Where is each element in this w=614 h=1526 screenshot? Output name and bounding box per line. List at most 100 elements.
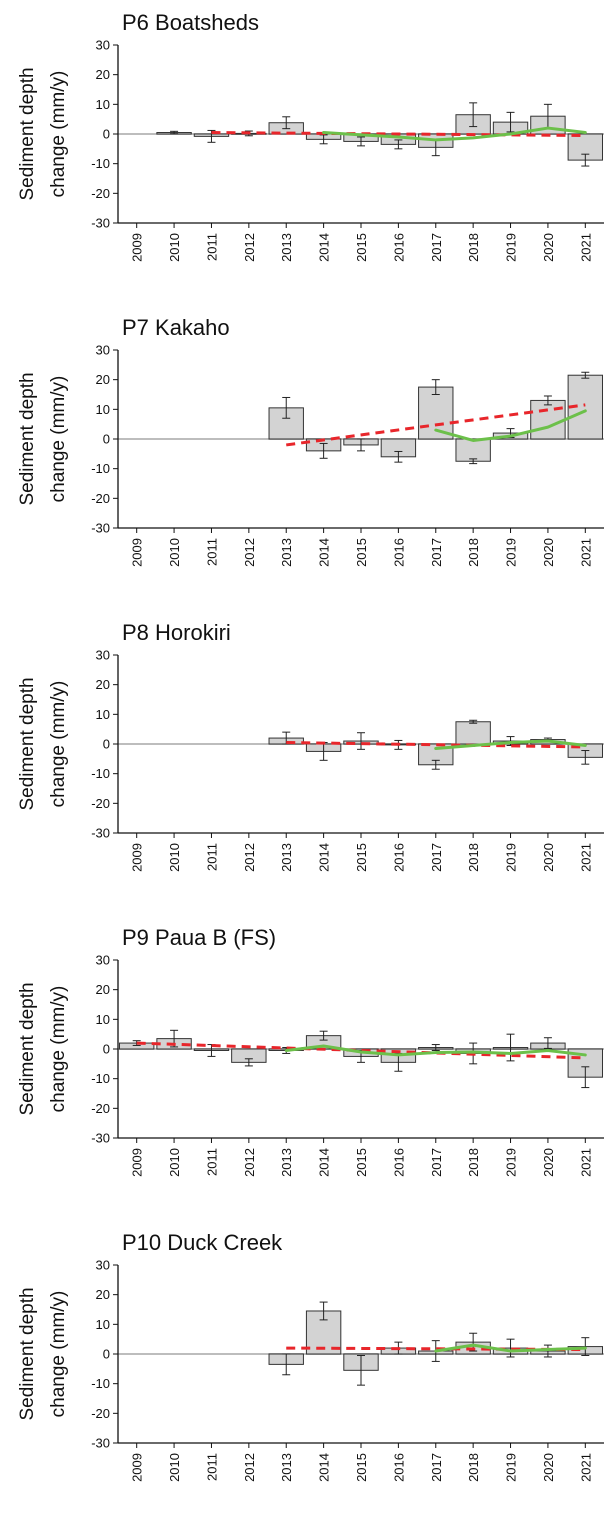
- bar-2018: [455, 438, 491, 462]
- y-tick-label: -30: [91, 1131, 110, 1146]
- x-tick-label: 2010: [167, 843, 182, 872]
- x-tick-label: 2018: [466, 843, 481, 872]
- x-tick-label: 2014: [317, 233, 332, 262]
- error-bar-2020: [543, 395, 552, 406]
- x-tick-label: 2020: [541, 1453, 556, 1482]
- error-bar-2017: [431, 1044, 440, 1051]
- y-tick-label: -10: [91, 766, 110, 781]
- x-tick-label: 2017: [429, 1453, 444, 1482]
- y-tick-label: 20: [96, 982, 110, 997]
- y-tick-label: -10: [91, 156, 110, 171]
- chart-title: P9 Paua B (FS): [122, 925, 276, 950]
- error-bar-2015: [357, 438, 365, 452]
- x-tick-label: 2015: [354, 1148, 369, 1177]
- y-tick-label: 30: [96, 38, 110, 53]
- x-tick-label: 2010: [167, 1453, 182, 1482]
- x-tick-label: 2009: [130, 538, 145, 567]
- error-bar-2009: [132, 1040, 141, 1046]
- x-tick-label: 2021: [578, 233, 593, 262]
- y-tick-label: -20: [91, 1406, 110, 1421]
- error-bar-2018: [469, 458, 478, 465]
- trend-line-dashed: [286, 403, 586, 447]
- x-tick-label: 2012: [242, 538, 257, 567]
- x-tick-label: 2013: [279, 233, 294, 262]
- y-tick-label: 0: [103, 737, 110, 752]
- error-bar-2014: [319, 442, 328, 459]
- y-tick-label: 30: [96, 1258, 110, 1273]
- y-axis-label: Sediment depth: [17, 677, 38, 810]
- error-bar-2016: [394, 139, 403, 150]
- error-bar-2018: [469, 102, 478, 128]
- x-tick-label: 2009: [130, 1148, 145, 1177]
- x-tick-label: 2009: [130, 233, 145, 262]
- x-tick-label: 2011: [204, 538, 219, 566]
- x-tick-label: 2016: [391, 1453, 406, 1482]
- x-tick-label: 2020: [541, 538, 556, 567]
- error-bar-2021: [581, 1066, 590, 1089]
- error-bar-2013: [282, 396, 291, 419]
- x-tick-label: 2011: [204, 233, 219, 261]
- y-axis-label: change (mm/y): [48, 1291, 69, 1418]
- trend-line-smooth: [434, 1343, 587, 1353]
- chart-panel: P10 Duck Creek Sediment depth change (mm/y…: [17, 1230, 604, 1482]
- y-tick-label: 0: [103, 432, 110, 447]
- y-tick-label: 10: [96, 1012, 110, 1027]
- y-tick-label: 0: [103, 1347, 110, 1362]
- x-tick-label: 2011: [204, 843, 219, 871]
- x-tick-label: 2013: [279, 1148, 294, 1177]
- error-bar-2017: [431, 759, 440, 770]
- y-tick-label: 20: [96, 67, 110, 82]
- x-tick-label: 2021: [578, 1148, 593, 1177]
- chart-title: P10 Duck Creek: [122, 1230, 283, 1255]
- x-tick-label: 2018: [466, 538, 481, 567]
- error-bar-2013: [282, 1353, 291, 1376]
- x-tick-label: 2019: [504, 1148, 519, 1177]
- y-tick-label: -30: [91, 216, 110, 231]
- error-bar-2018: [469, 719, 478, 724]
- x-tick-label: 2009: [130, 843, 145, 872]
- bar-2018: [455, 721, 491, 745]
- error-bar-2017: [431, 379, 440, 395]
- error-bar-2015: [357, 136, 365, 147]
- y-tick-label: -20: [91, 491, 110, 506]
- x-tick-label: 2016: [391, 233, 406, 262]
- x-tick-label: 2018: [466, 1453, 481, 1482]
- trend-line-dashed: [286, 741, 586, 749]
- x-tick-label: 2013: [279, 1453, 294, 1482]
- y-tick-label: -10: [91, 1376, 110, 1391]
- y-tick-label: -20: [91, 186, 110, 201]
- y-tick-label: -20: [91, 1101, 110, 1116]
- error-bar-2014: [319, 1301, 328, 1321]
- y-tick-label: 30: [96, 343, 110, 358]
- x-tick-label: 2015: [354, 843, 369, 872]
- x-tick-label: 2019: [504, 233, 519, 262]
- x-tick-label: 2012: [242, 1148, 257, 1177]
- y-axis-label: Sediment depth: [17, 1287, 38, 1420]
- error-bar-2015: [357, 732, 365, 750]
- error-bar-2013: [282, 116, 291, 130]
- y-tick-label: 0: [103, 1042, 110, 1057]
- y-tick-label: -30: [91, 1436, 110, 1451]
- x-tick-label: 2016: [391, 843, 406, 872]
- error-bar-2010: [170, 130, 179, 135]
- trend-line-smooth: [434, 739, 587, 750]
- x-tick-label: 2021: [578, 538, 593, 567]
- x-tick-label: 2020: [541, 1148, 556, 1177]
- x-tick-label: 2014: [317, 1148, 332, 1177]
- y-tick-label: 20: [96, 677, 110, 692]
- chart-title: P6 Boatsheds: [122, 10, 259, 35]
- trend-line-dashed: [211, 131, 586, 137]
- x-tick-label: 2014: [317, 1453, 332, 1482]
- error-bar-2016: [394, 450, 403, 463]
- y-axis-label: change (mm/y): [48, 376, 69, 503]
- trend-line-dashed: [286, 1346, 586, 1352]
- x-tick-label: 2018: [466, 1148, 481, 1177]
- y-tick-label: -20: [91, 796, 110, 811]
- trend-line-smooth: [434, 409, 587, 442]
- trend-line-smooth: [322, 126, 587, 142]
- x-tick-label: 2011: [204, 1453, 219, 1481]
- x-tick-label: 2010: [167, 233, 182, 262]
- error-bar-2015: [357, 1354, 365, 1386]
- chart-panel: P9 Paua B (FS) Sediment depth change (mm/y…: [17, 925, 604, 1177]
